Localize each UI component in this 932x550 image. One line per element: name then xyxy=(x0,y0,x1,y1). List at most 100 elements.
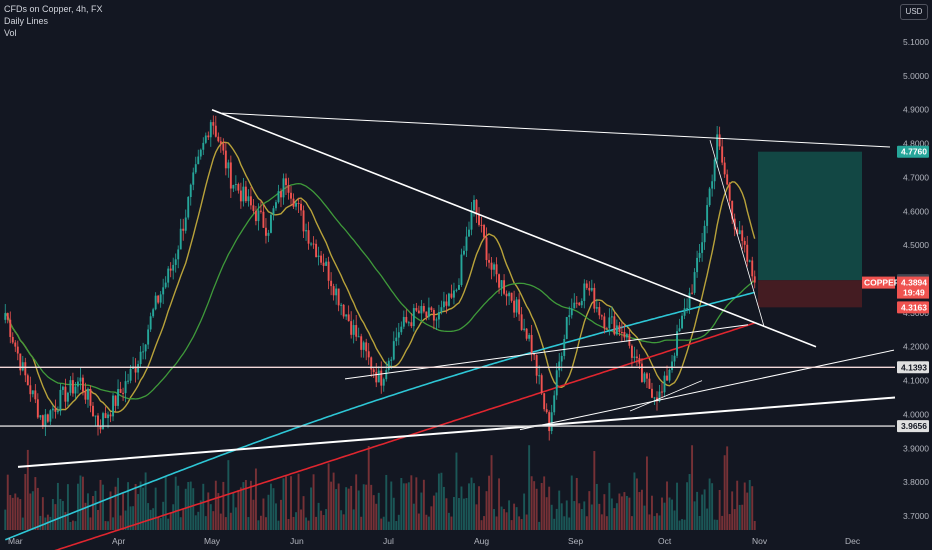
volume-bar xyxy=(259,515,262,530)
candle-body xyxy=(307,230,310,244)
volume-bar xyxy=(716,519,719,530)
volume-bar xyxy=(615,503,618,530)
candle-body xyxy=(370,357,373,370)
trendline-descending xyxy=(211,108,817,348)
volume-bar xyxy=(342,514,345,530)
candle-body xyxy=(182,228,185,231)
volume-bar xyxy=(137,494,140,530)
volume-bar xyxy=(736,480,739,530)
candle-body xyxy=(598,307,601,316)
volume-bar xyxy=(713,519,716,530)
candle-body xyxy=(633,356,636,358)
volume-bar xyxy=(435,492,438,530)
candle-body xyxy=(410,322,413,327)
candle-body xyxy=(488,260,490,263)
candle-body xyxy=(29,385,32,395)
candle-body xyxy=(746,244,749,262)
volume-bar xyxy=(92,496,94,530)
price-tag xyxy=(897,420,929,433)
indicator-volume[interactable]: Vol xyxy=(4,28,17,38)
volume-bar xyxy=(407,482,410,530)
candle-body xyxy=(392,341,395,360)
volume-bar xyxy=(109,491,112,530)
candle-body xyxy=(97,415,99,426)
candle-body xyxy=(696,257,699,273)
candle-body xyxy=(640,363,643,382)
candle-body xyxy=(69,380,72,393)
volume-bar xyxy=(646,456,648,530)
volume-bar xyxy=(678,520,681,530)
candle-body xyxy=(400,326,403,333)
candle-body xyxy=(535,355,538,376)
currency-badge[interactable]: USD xyxy=(900,4,928,20)
volume-bar xyxy=(300,509,302,530)
volume-bar xyxy=(192,488,195,530)
volume-bar xyxy=(124,510,127,530)
time-axis[interactable]: Mar Apr May Jun Jul Aug Sep Oct Nov Dec xyxy=(8,536,861,546)
volume-bar xyxy=(580,509,583,530)
candle-body xyxy=(646,373,648,379)
volume-bar xyxy=(440,472,443,530)
volume-bar xyxy=(445,498,448,530)
candle-body xyxy=(623,332,626,338)
candle-body xyxy=(430,307,433,311)
ma-red xyxy=(54,322,755,550)
volume-bar xyxy=(753,520,756,530)
x-tick-label: Nov xyxy=(752,536,768,546)
candle-body xyxy=(122,392,125,394)
candle-body xyxy=(222,143,225,151)
volume-bar xyxy=(397,514,400,530)
symbol-tag-label: COPPER xyxy=(864,278,900,288)
volume-bar xyxy=(640,489,643,530)
volume-bar xyxy=(340,510,343,530)
volume-bar xyxy=(425,514,428,530)
candle-body xyxy=(119,389,122,393)
volume-bar xyxy=(39,515,42,530)
volume-bar xyxy=(56,482,59,530)
volume-bar xyxy=(748,480,751,530)
volume-bar xyxy=(658,515,661,530)
candle-body xyxy=(658,391,661,402)
candle-body xyxy=(533,353,536,356)
volume-bar xyxy=(29,493,32,530)
candle-body xyxy=(741,230,744,241)
volume-bar xyxy=(458,498,460,530)
volume-bar xyxy=(214,480,217,530)
x-tick-label: Jul xyxy=(383,536,394,546)
volume-bar xyxy=(51,498,54,530)
candle-body xyxy=(385,369,388,380)
volume-bar xyxy=(71,520,74,530)
candle-body xyxy=(79,377,82,382)
candle-body xyxy=(563,338,566,356)
x-tick-label: Apr xyxy=(112,536,125,546)
volume-bar xyxy=(262,498,265,530)
volume-bar xyxy=(686,482,689,530)
volume-bar xyxy=(711,483,714,530)
candle-body xyxy=(468,229,470,237)
candle-body xyxy=(407,322,410,324)
chart-title[interactable]: CFDs on Copper, 4h, FX xyxy=(4,4,103,14)
candle-body xyxy=(618,325,621,332)
volume-bar xyxy=(560,503,563,530)
symbol-tag xyxy=(862,276,895,289)
candle-body xyxy=(46,414,49,422)
candle-body xyxy=(736,229,739,235)
volume-bar xyxy=(302,496,305,530)
volume-bar xyxy=(64,511,67,530)
volume-bar xyxy=(177,485,180,530)
volume-bar xyxy=(34,477,37,530)
candle-body xyxy=(214,125,217,137)
candle-body xyxy=(367,351,370,358)
candle-body xyxy=(267,232,270,236)
candle-body xyxy=(668,369,671,381)
volume-bar xyxy=(387,521,390,530)
candle-body xyxy=(39,415,42,418)
candle-body xyxy=(397,332,400,338)
volume-bar xyxy=(199,500,202,530)
volume-bar xyxy=(535,488,538,530)
trendline-rising xyxy=(519,349,895,431)
candle-body xyxy=(460,254,463,285)
volume-bar xyxy=(447,512,450,530)
indicator-daily-lines[interactable]: Daily Lines xyxy=(4,16,49,26)
